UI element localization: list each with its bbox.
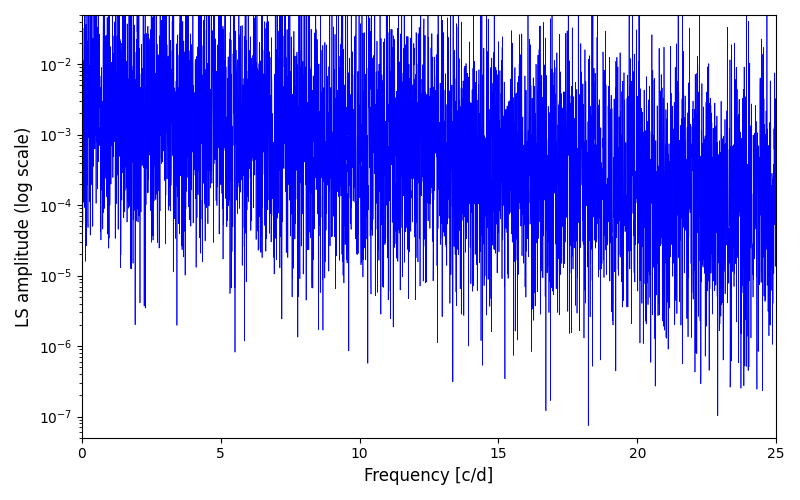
Y-axis label: LS amplitude (log scale): LS amplitude (log scale) <box>15 126 33 326</box>
X-axis label: Frequency [c/d]: Frequency [c/d] <box>364 467 494 485</box>
